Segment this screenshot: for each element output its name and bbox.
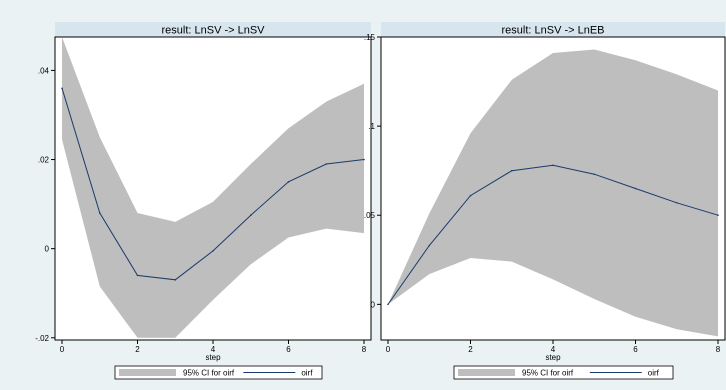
y-tick-label: .05	[364, 211, 376, 220]
title-bar	[381, 22, 725, 37]
chart-panel-2: result: LnSV -> LnEB 0 2 4 6 8 step 0 .05 .1 .15 95…	[364, 22, 726, 380]
oirf-point	[363, 158, 365, 161]
oirf-point	[136, 274, 139, 277]
ci-band	[388, 49, 718, 337]
ci-band	[62, 37, 364, 338]
oirf-point	[675, 201, 678, 204]
legend-label-ci: 95% CI for oirf	[183, 369, 235, 378]
oirf-point	[428, 244, 431, 247]
oirf-point	[717, 214, 719, 217]
oirf-point	[249, 214, 252, 217]
x-tick-label: 2	[468, 345, 473, 354]
chart-panel-1: result: LnSV -> LnSV 0 2 4 6 8 step -.02 0 .02 .04…	[35, 22, 372, 380]
legend: 95% CI for oirf oirf	[453, 365, 674, 380]
oirf-point	[325, 163, 328, 165]
y-tick-label: .15	[364, 33, 376, 42]
x-tick-label: 0	[386, 345, 391, 354]
x-tick-label: 4	[551, 345, 556, 354]
x-tick-label: 0	[60, 345, 65, 354]
oirf-point	[287, 181, 290, 183]
legend-label-oirf: oirf	[648, 369, 660, 378]
x-tick-label: 8	[362, 345, 367, 354]
oirf-point	[469, 194, 472, 197]
x-tick-label: 2	[135, 345, 140, 354]
chart-title: result: LnSV -> LnEB	[501, 25, 604, 37]
x-tick-label: 6	[286, 345, 291, 354]
x-tick-label: 6	[633, 345, 638, 354]
y-tick-label: .02	[38, 156, 50, 165]
legend-swatch-ci	[458, 369, 515, 376]
y-tick-label: -.02	[35, 334, 49, 343]
legend-label-oirf: oirf	[301, 369, 313, 378]
chart-title: result: LnSV -> LnSV	[161, 25, 265, 37]
oirf-point	[387, 303, 389, 306]
legend: 95% CI for oirf oirf	[114, 365, 323, 380]
oirf-point	[510, 169, 513, 172]
x-axis-label: step	[545, 353, 561, 362]
oirf-point	[552, 164, 554, 167]
y-tick-label: .04	[38, 66, 50, 75]
y-tick-label: 0	[371, 300, 376, 309]
oirf-point	[212, 250, 214, 252]
x-axis-label: step	[205, 353, 221, 362]
oirf-point	[634, 187, 637, 190]
title-bar	[55, 22, 371, 37]
oirf-point	[174, 279, 177, 281]
legend-swatch-ci	[119, 369, 176, 376]
y-tick-label: 0	[45, 245, 50, 254]
oirf-point	[98, 212, 101, 214]
oirf-point	[61, 87, 63, 90]
legend-label-ci: 95% CI for oirf	[522, 369, 574, 378]
oirf-point	[593, 173, 596, 176]
y-tick-label: .1	[368, 122, 375, 131]
x-tick-label: 4	[211, 345, 216, 354]
x-tick-label: 8	[716, 345, 721, 354]
